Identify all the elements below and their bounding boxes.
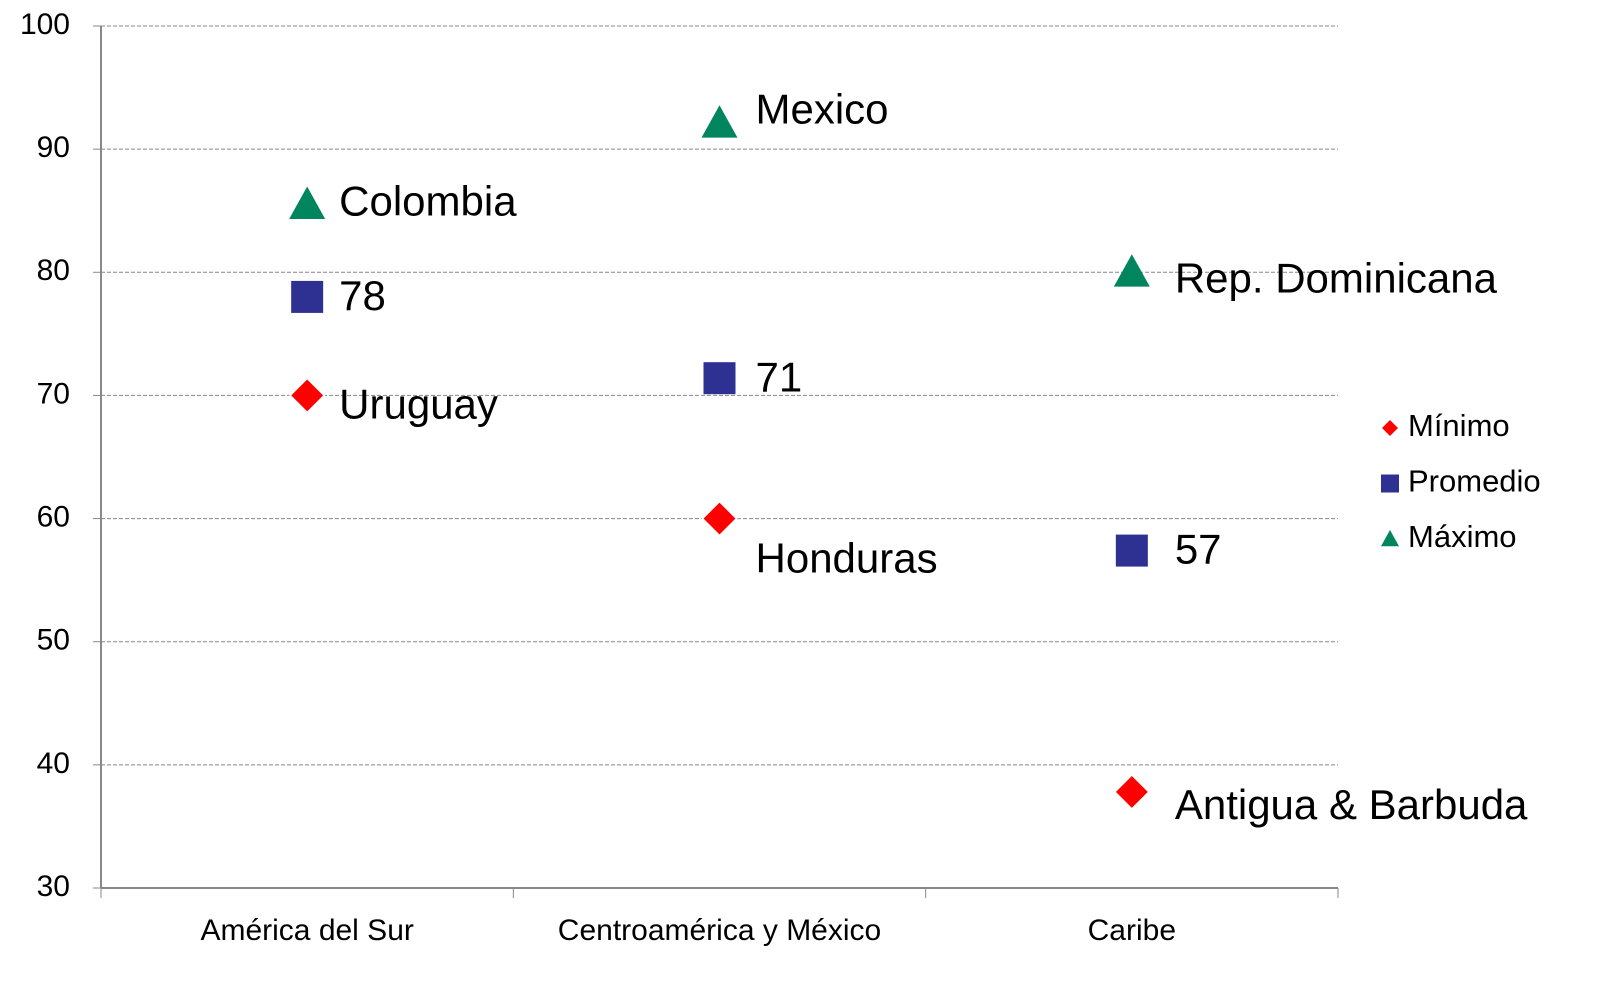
legend-marker [1381, 474, 1399, 493]
data-label: Uruguay [339, 381, 498, 428]
legend-label: Máximo [1408, 519, 1517, 554]
data-label: 71 [756, 353, 803, 400]
legend-label: Promedio [1408, 464, 1541, 499]
data-label: 57 [1175, 526, 1222, 573]
x-tick-label: América del Sur [200, 914, 413, 947]
point [291, 280, 324, 313]
point [1113, 254, 1150, 287]
x-tick-label: Caribe [1088, 914, 1176, 947]
data-label: Honduras [756, 535, 938, 582]
y-tick-label: 80 [37, 254, 70, 287]
y-tick-label: 50 [37, 624, 70, 657]
y-tick-label: 90 [37, 131, 70, 164]
data-label: Rep. Dominicana [1175, 254, 1498, 301]
point [701, 500, 738, 537]
legend-marker [1381, 530, 1399, 547]
data-label: Antigua & Barbuda [1175, 781, 1528, 828]
point [1115, 534, 1148, 567]
data-label: 78 [339, 272, 386, 319]
point [289, 186, 326, 219]
legend-marker [1379, 417, 1401, 439]
point [703, 362, 736, 395]
y-tick-label: 40 [37, 747, 70, 780]
x-tick-label: Centroamérica y México [558, 914, 881, 947]
point [289, 377, 326, 414]
y-tick-label: 60 [37, 500, 70, 533]
y-tick-label: 30 [37, 870, 70, 903]
data-label: Mexico [756, 85, 889, 132]
y-tick-label: 70 [37, 377, 70, 410]
y-tick-label: 100 [20, 8, 70, 41]
point [701, 105, 738, 138]
legend-label: Mínimo [1408, 408, 1510, 443]
data-label: Colombia [339, 178, 517, 225]
point [1113, 773, 1150, 811]
